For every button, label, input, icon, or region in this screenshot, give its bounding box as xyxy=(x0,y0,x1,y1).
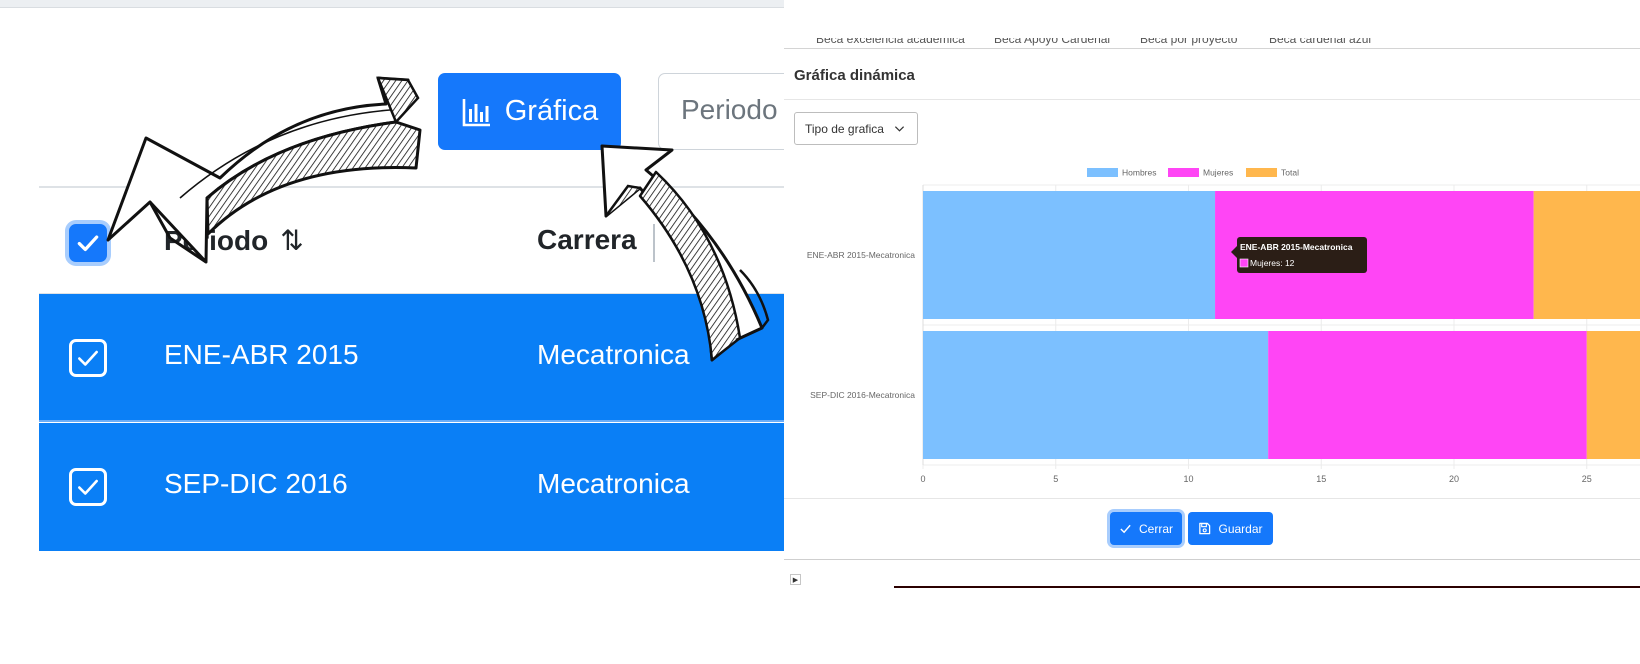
y-category-label: SEP-DIC 2016-Mecatronica xyxy=(810,390,915,400)
select-all-checkbox[interactable] xyxy=(69,224,107,262)
bar-segment-mujeres[interactable] xyxy=(1268,331,1587,459)
cell-periodo: ENE-ABR 2015 xyxy=(164,339,359,370)
cerrar-button[interactable]: Cerrar xyxy=(1110,512,1182,545)
check-icon xyxy=(77,235,99,252)
column-header-carrera-label: Carrera xyxy=(537,224,637,255)
chart-y-labels: ENE-ABR 2015-Mecatronica SEP-DIC 2016-Mec… xyxy=(807,250,915,400)
background-scroll-track xyxy=(894,586,1640,588)
column-header-periodo[interactable]: Periodo ⇅ xyxy=(164,224,304,257)
legend-swatch[interactable] xyxy=(1246,168,1277,177)
chart-x-ticks: 051015202530354045 xyxy=(920,474,1592,484)
cell-carrera: Mecatronica xyxy=(537,468,690,499)
modal-title: Gráfica dinámica xyxy=(794,67,915,84)
x-tick-label: 0 xyxy=(920,474,925,484)
x-tick-label: 5 xyxy=(1053,474,1058,484)
guardar-button-label: Guardar xyxy=(1218,521,1263,536)
check-icon xyxy=(78,350,98,366)
check-icon xyxy=(78,479,98,495)
legend-swatch[interactable] xyxy=(1168,168,1199,177)
tooltip-title: ENE-ABR 2015-Mecatronica xyxy=(1240,242,1353,252)
top-strip xyxy=(0,0,860,8)
legend-swatch[interactable] xyxy=(1087,168,1118,177)
guardar-button[interactable]: Guardar xyxy=(1188,512,1273,545)
bar-segment-hombres[interactable] xyxy=(923,331,1269,459)
x-tick-label: 10 xyxy=(1183,474,1193,484)
chart-tooltip: ENE-ABR 2015-Mecatronica Mujeres: 12 xyxy=(1231,237,1367,273)
row-checkbox[interactable] xyxy=(69,468,107,506)
modal-top-border xyxy=(784,48,1640,49)
sort-icon[interactable]: ⇅ xyxy=(280,225,304,256)
column-header-carrera[interactable]: Carrera xyxy=(537,224,637,256)
cell-carrera: Mecatronica xyxy=(537,339,690,370)
stacked-bar-chart: ENE-ABR 2015-Mecatronica SEP-DIC 2016-Mec… xyxy=(807,168,1640,484)
table-row[interactable]: ENE-ABR 2015 Mecatronica xyxy=(39,294,799,422)
chart-legend: Hombres Mujeres Total xyxy=(1087,168,1299,178)
bar-segment-total[interactable] xyxy=(1586,331,1640,459)
tooltip-swatch xyxy=(1239,258,1249,268)
cerrar-button-label: Cerrar xyxy=(1138,521,1173,536)
legend-label[interactable]: Hombres xyxy=(1122,168,1156,178)
cell-periodo: SEP-DIC 2016 xyxy=(164,468,348,499)
row-checkbox[interactable] xyxy=(69,339,107,377)
bar-segment-total[interactable] xyxy=(1533,191,1640,319)
background-tab: Beca excelencia academica xyxy=(816,38,965,46)
chart-type-dropdown-label: Tipo de grafica xyxy=(805,121,884,136)
table-row[interactable]: SEP-DIC 2016 Mecatronica xyxy=(39,423,799,551)
table-header: Periodo ⇅ Carrera xyxy=(39,186,799,294)
modal-bottom-border xyxy=(784,559,1640,560)
grafica-modal: Beca excelencia academica Beca Apoyo Car… xyxy=(784,0,1640,664)
tooltip-item: Mujeres: 12 xyxy=(1250,258,1295,268)
chevron-down-icon xyxy=(894,126,904,132)
bar-chart-icon xyxy=(462,98,490,126)
background-tab: Beca Apoyo Cardenal xyxy=(994,38,1111,46)
chart-type-dropdown[interactable]: Tipo de grafica xyxy=(794,112,918,145)
y-category-label: ENE-ABR 2015-Mecatronica xyxy=(807,250,915,260)
x-tick-label: 15 xyxy=(1316,474,1326,484)
column-header-periodo-label: Periodo xyxy=(164,225,269,256)
grafica-button-label: Gráfica xyxy=(504,95,599,127)
expand-triangle-icon[interactable]: ▶ xyxy=(790,574,801,585)
x-tick-label: 20 xyxy=(1449,474,1459,484)
grafica-button[interactable]: Gráfica xyxy=(438,73,621,150)
check-icon xyxy=(1120,524,1131,534)
background-tab: Beca por proyecto xyxy=(1140,38,1238,46)
chart-bars xyxy=(923,191,1640,459)
periodo-filter-input[interactable]: Periodo xyxy=(658,73,798,150)
periodo-filter-placeholder: Periodo xyxy=(681,94,778,125)
legend-label[interactable]: Total xyxy=(1281,168,1299,178)
bar-segment-hombres[interactable] xyxy=(923,191,1216,319)
save-icon xyxy=(1199,522,1211,535)
background-tab: Beca cardenal azul xyxy=(1269,38,1372,46)
column-resize-handle[interactable] xyxy=(653,224,655,262)
periodos-table: Periodo ⇅ Carrera ENE-ABR 2015 Mecatronic… xyxy=(39,186,799,552)
modal-footer-divider xyxy=(784,498,1640,499)
x-tick-label: 25 xyxy=(1582,474,1592,484)
background-tabs: Beca excelencia academica Beca Apoyo Car… xyxy=(784,38,1640,50)
legend-label[interactable]: Mujeres xyxy=(1203,168,1233,178)
modal-header-divider xyxy=(784,99,1640,100)
